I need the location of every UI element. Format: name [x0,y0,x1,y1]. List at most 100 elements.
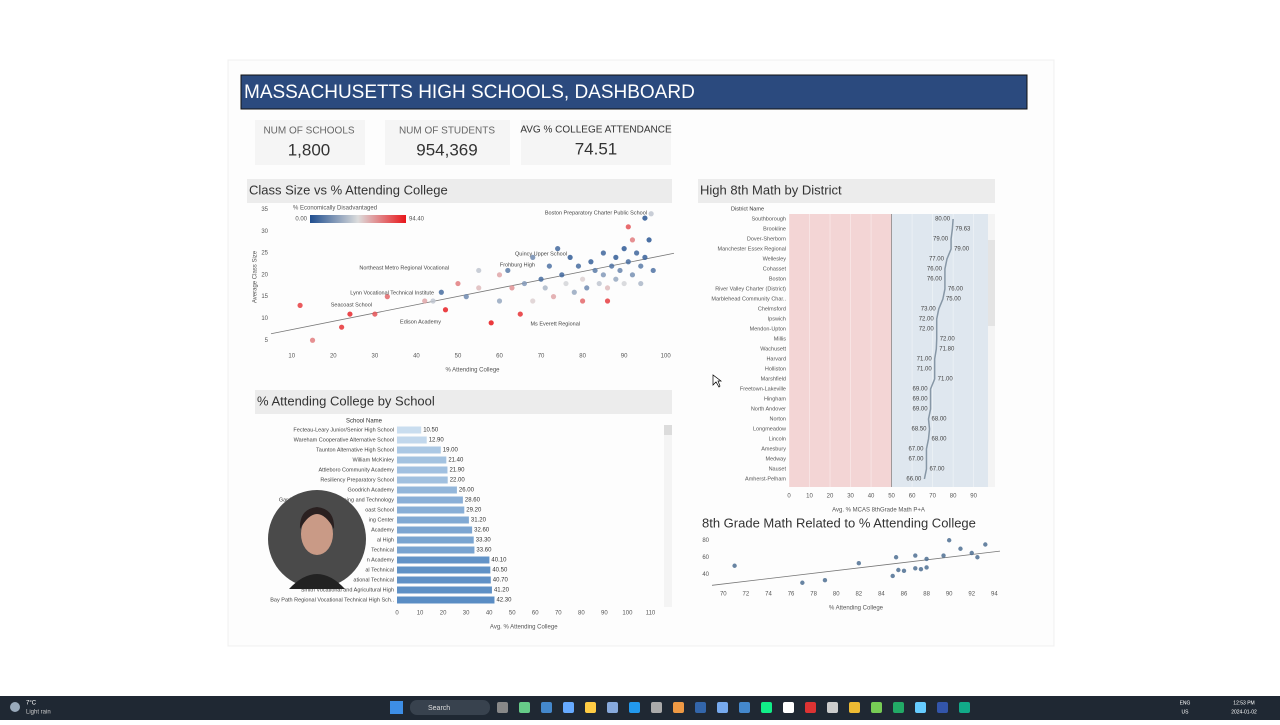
x-tick-label: 80 [833,592,840,598]
category-label: Holliston [765,366,786,372]
scrollbar[interactable] [987,214,995,487]
value-label: 76.00 [948,287,964,293]
scrollbar-thumb[interactable] [987,240,995,326]
data-point [625,224,631,230]
taskbar-app-icon[interactable] [497,702,508,713]
webcam-hair [299,507,335,529]
data-point [339,324,345,330]
taskbar-app-icon[interactable] [629,702,640,713]
bar [397,446,441,454]
taskbar-app-icon[interactable] [893,702,904,713]
category-label: Bay Path Regional Vocational Technical H… [270,597,394,603]
x-axis-label: Avg. % MCAS 8thGrade Math P+A [832,508,925,514]
point-annotation: Quincy Upper School [515,251,567,257]
data-point [600,272,606,278]
chart-title: Class Size vs % Attending College [249,182,448,197]
weather-text[interactable]: Light rain [26,710,51,716]
chart-title: 8th Grade Math Related to % Attending Co… [702,515,976,530]
x-tick-label: 92 [968,592,975,598]
search-box[interactable] [410,700,490,715]
category-label: Brookline [763,226,786,232]
value-label: 32.60 [474,528,490,534]
start-button[interactable] [390,701,403,714]
taskbar-app-icon[interactable] [519,702,530,713]
data-point [463,294,469,300]
kpi-value: 1,800 [288,140,331,159]
data-point [509,285,515,291]
region[interactable]: US [1182,709,1190,715]
taskbar-app-icon[interactable] [563,702,574,713]
x-tick-label: 30 [372,354,379,360]
taskbar-app-icon[interactable] [585,702,596,713]
taskbar-app-icon[interactable] [673,702,684,713]
taskbar-app-icon[interactable] [937,702,948,713]
y-tick-label: 30 [261,229,268,235]
point-annotation: Edison Academy [400,319,441,325]
kpi-label: NUM OF STUDENTS [399,126,495,137]
value-label: 80.00 [935,217,951,223]
taskbar-app-icon[interactable] [717,702,728,713]
taskbar-app-icon[interactable] [607,702,618,713]
data-point [438,289,444,295]
x-tick-label: 60 [909,494,916,500]
bar [397,516,469,524]
data-point [384,294,390,300]
taskbar-app-icon[interactable] [915,702,926,713]
category-label: Amesbury [761,446,786,452]
data-point [958,546,963,551]
category-label: al Technical [365,567,394,573]
data-point [621,246,627,252]
reference-band [891,214,988,487]
taskbar-app-icon[interactable] [849,702,860,713]
data-point [579,276,586,282]
taskbar-app-icon[interactable] [761,702,772,713]
value-label: 21.90 [449,468,465,474]
clock-date[interactable]: 2024-01-02 [1231,709,1257,715]
data-point [496,298,503,304]
taskbar-app-icon[interactable] [805,702,816,713]
taskbar-app-icon[interactable] [783,702,794,713]
taskbar-app-icon[interactable] [739,702,750,713]
data-point [455,280,461,287]
y-axis-label: Average Class Size [253,250,259,303]
taskbar-app-icon[interactable] [959,702,970,713]
search-label[interactable]: Search [428,705,450,712]
taskbar-app-icon[interactable] [541,702,552,713]
data-point [584,285,590,291]
scrollbar-thumb[interactable] [664,425,672,435]
reference-band [789,214,892,487]
category-label: William McKinley [352,457,394,463]
weather-temp[interactable]: 7°C [26,701,37,707]
x-tick-label: 70 [555,611,562,617]
x-tick-label: 70 [929,494,936,500]
bar [397,536,474,544]
taskbar-app-icon[interactable] [651,702,662,713]
data-point [609,263,615,269]
taskbar-app-icon[interactable] [827,702,838,713]
data-point [893,555,899,560]
bar [397,476,448,484]
language[interactable]: ENG [1180,700,1191,706]
category-label: Marblehead Community Char.. [711,296,786,302]
x-tick-label: 94 [991,592,998,598]
x-tick-label: 80 [950,494,957,500]
bar [397,496,463,504]
colorbar-max-label: 94.40 [409,217,425,223]
value-label: 40.10 [491,558,507,564]
kpi-label: AVG % COLLEGE ATTENDANCE [520,125,672,136]
clock-time[interactable]: 12:53 PM [1233,700,1254,706]
taskbar-app-icon[interactable] [695,702,706,713]
category-label: Resiliency Preparatory School [320,477,394,483]
data-point [913,566,918,571]
x-tick-label: 110 [646,611,656,617]
value-label: 72.00 [919,317,935,323]
category-label: Millis [774,336,786,342]
x-tick-label: 76 [788,592,795,598]
category-label: Chelmsford [758,306,786,312]
category-label: Taunton Alternative High School [316,447,394,453]
taskbar-app-icon[interactable] [871,702,882,713]
scrollbar[interactable] [664,425,672,607]
weather-icon[interactable] [10,702,20,712]
category-label: Technical [371,547,394,553]
value-label: 67.00 [929,467,945,473]
